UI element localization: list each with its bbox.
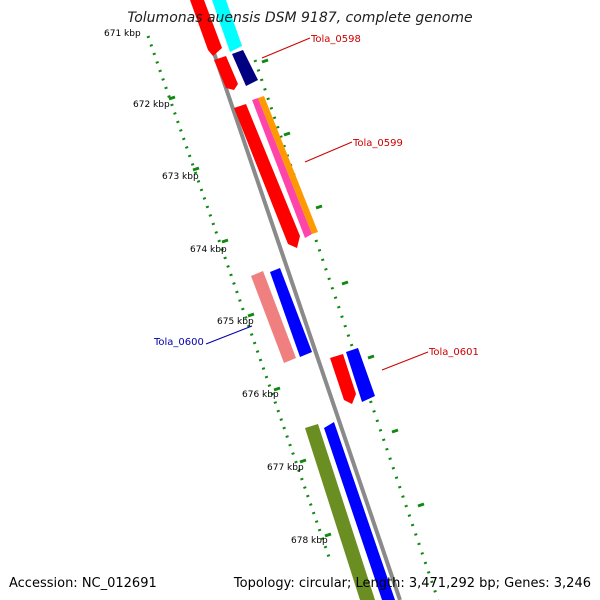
gene-arrow-blue [346, 348, 375, 402]
tick-label: 674 kbp [190, 245, 227, 255]
leader-line [261, 37, 311, 59]
gene-arrow-magenta [252, 98, 312, 238]
tick-label: 678 kbp [291, 536, 328, 546]
gene-arrow-red [330, 354, 356, 404]
leader-line [304, 141, 353, 163]
tick-label: 677 kbp [267, 463, 304, 473]
gene-arrow-orange [258, 96, 318, 234]
leader-line [381, 351, 429, 371]
gene-arrow-cyan [212, 0, 242, 52]
gene-arrow-red [234, 104, 300, 248]
map-title: Tolumonas auensis DSM 9187, complete gen… [127, 10, 472, 26]
gene-label-tola-0600[interactable]: Tola_0600 [153, 337, 204, 348]
tick-label: 672 kbp [133, 100, 170, 110]
gene-arrow-blue [270, 268, 312, 357]
gene-label-tola-0598[interactable]: Tola_0598 [310, 34, 361, 45]
accession-text: Accession: NC_012691 [9, 576, 157, 591]
leader-line [205, 325, 253, 345]
genome-backbone [194, 0, 402, 600]
gene-arrow-salmon [251, 271, 296, 363]
gene-arrow-red [190, 0, 222, 56]
genome-summary-text: Topology: circular; Length: 3,471,292 bp… [233, 576, 591, 591]
gene-label-tola-0599[interactable]: Tola_0599 [352, 138, 403, 149]
gene-label-tola-0601[interactable]: Tola_0601 [428, 347, 479, 358]
gene-arrow-blue [324, 422, 395, 600]
major-ticks-left [168, 95, 332, 538]
tick-label: 673 kbp [162, 172, 199, 182]
tick-label: 671 kbp [104, 29, 141, 39]
tick-labels: 671 kbp 672 kbp 673 kbp 674 kbp 675 kbp … [104, 29, 328, 546]
tick-label: 675 kbp [217, 317, 254, 327]
gene-arrow-olive [305, 424, 375, 600]
major-ticks-right [261, 58, 425, 508]
tick-label: 676 kbp [242, 390, 279, 400]
gene-arrow-red [214, 56, 238, 90]
gene-arrow-navy [232, 50, 258, 86]
